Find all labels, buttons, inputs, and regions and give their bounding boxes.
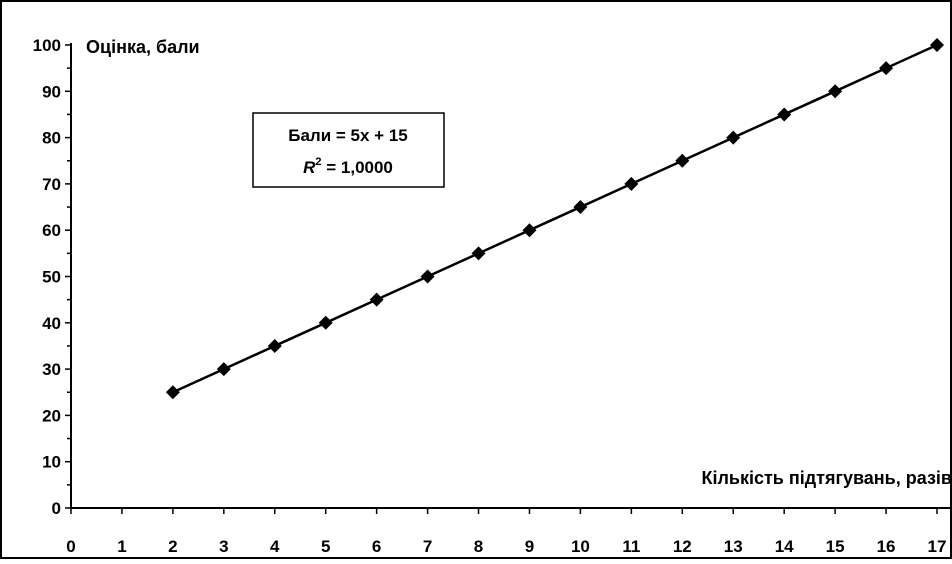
x-tick-label: 5: [321, 537, 330, 556]
data-series: [165, 38, 944, 400]
y-tick-label: 60: [42, 221, 61, 240]
data-point-marker: [624, 176, 639, 191]
y-tick-label: 90: [42, 82, 61, 101]
x-tick-label: 0: [66, 537, 75, 556]
x-tick-label: 9: [525, 537, 534, 556]
data-point-marker: [573, 200, 588, 215]
r-squared-value: = 1,0000: [322, 158, 393, 177]
data-point-marker: [522, 223, 537, 238]
data-point-marker: [879, 61, 894, 76]
data-point-marker: [267, 338, 282, 353]
series-line: [172, 43, 938, 394]
x-tick-label: 15: [826, 537, 845, 556]
x-tick-label: 3: [219, 537, 228, 556]
x-tick-label: 16: [877, 537, 896, 556]
y-axis-title: Оцінка, бали: [86, 37, 200, 57]
data-point-marker: [369, 292, 384, 307]
y-tick-label: 30: [42, 360, 61, 379]
axes: [65, 43, 952, 514]
x-tick-label: 8: [474, 537, 483, 556]
equation-line-2: R2 = 1,0000: [303, 156, 393, 177]
r-symbol: R: [303, 158, 316, 177]
data-point-marker: [165, 385, 180, 400]
data-point-marker: [675, 153, 690, 168]
data-point-marker: [828, 84, 843, 99]
y-tick-label: 20: [42, 406, 61, 425]
x-tick-label: 6: [372, 537, 381, 556]
data-point-marker: [726, 130, 741, 145]
equation-box: Бали = 5x + 15 R2 = 1,0000: [252, 112, 445, 188]
x-tick-label: 12: [673, 537, 692, 556]
x-tick-label: 13: [724, 537, 743, 556]
y-tick-label: 50: [42, 268, 61, 287]
x-tick-label: 17: [928, 537, 947, 556]
x-tick-label: 1: [117, 537, 126, 556]
y-tick-label: 80: [42, 129, 61, 148]
x-tick-label: 2: [168, 537, 177, 556]
data-point-marker: [420, 269, 435, 284]
data-point-marker: [471, 246, 486, 261]
x-tick-label: 11: [622, 537, 640, 556]
y-tick-label: 0: [52, 499, 61, 518]
data-point-marker: [318, 315, 333, 330]
y-tick-label: 10: [42, 453, 61, 472]
y-tick-label: 40: [42, 314, 61, 333]
equation-line-1: Бали = 5x + 15: [288, 126, 408, 145]
y-tick-label: 100: [33, 36, 61, 55]
x-tick-label: 14: [775, 537, 794, 556]
x-tick-label: 4: [270, 537, 280, 556]
data-point-marker: [930, 38, 944, 52]
data-point-marker: [216, 362, 231, 377]
x-tick-label: 7: [423, 537, 432, 556]
r-superscript: 2: [315, 156, 321, 168]
equation-box-frame: [252, 112, 445, 188]
x-axis-title: Кількість підтягувань, разів: [701, 468, 952, 488]
data-point-marker: [777, 107, 792, 122]
x-tick-label: 10: [571, 537, 590, 556]
y-tick-label: 70: [42, 175, 61, 194]
